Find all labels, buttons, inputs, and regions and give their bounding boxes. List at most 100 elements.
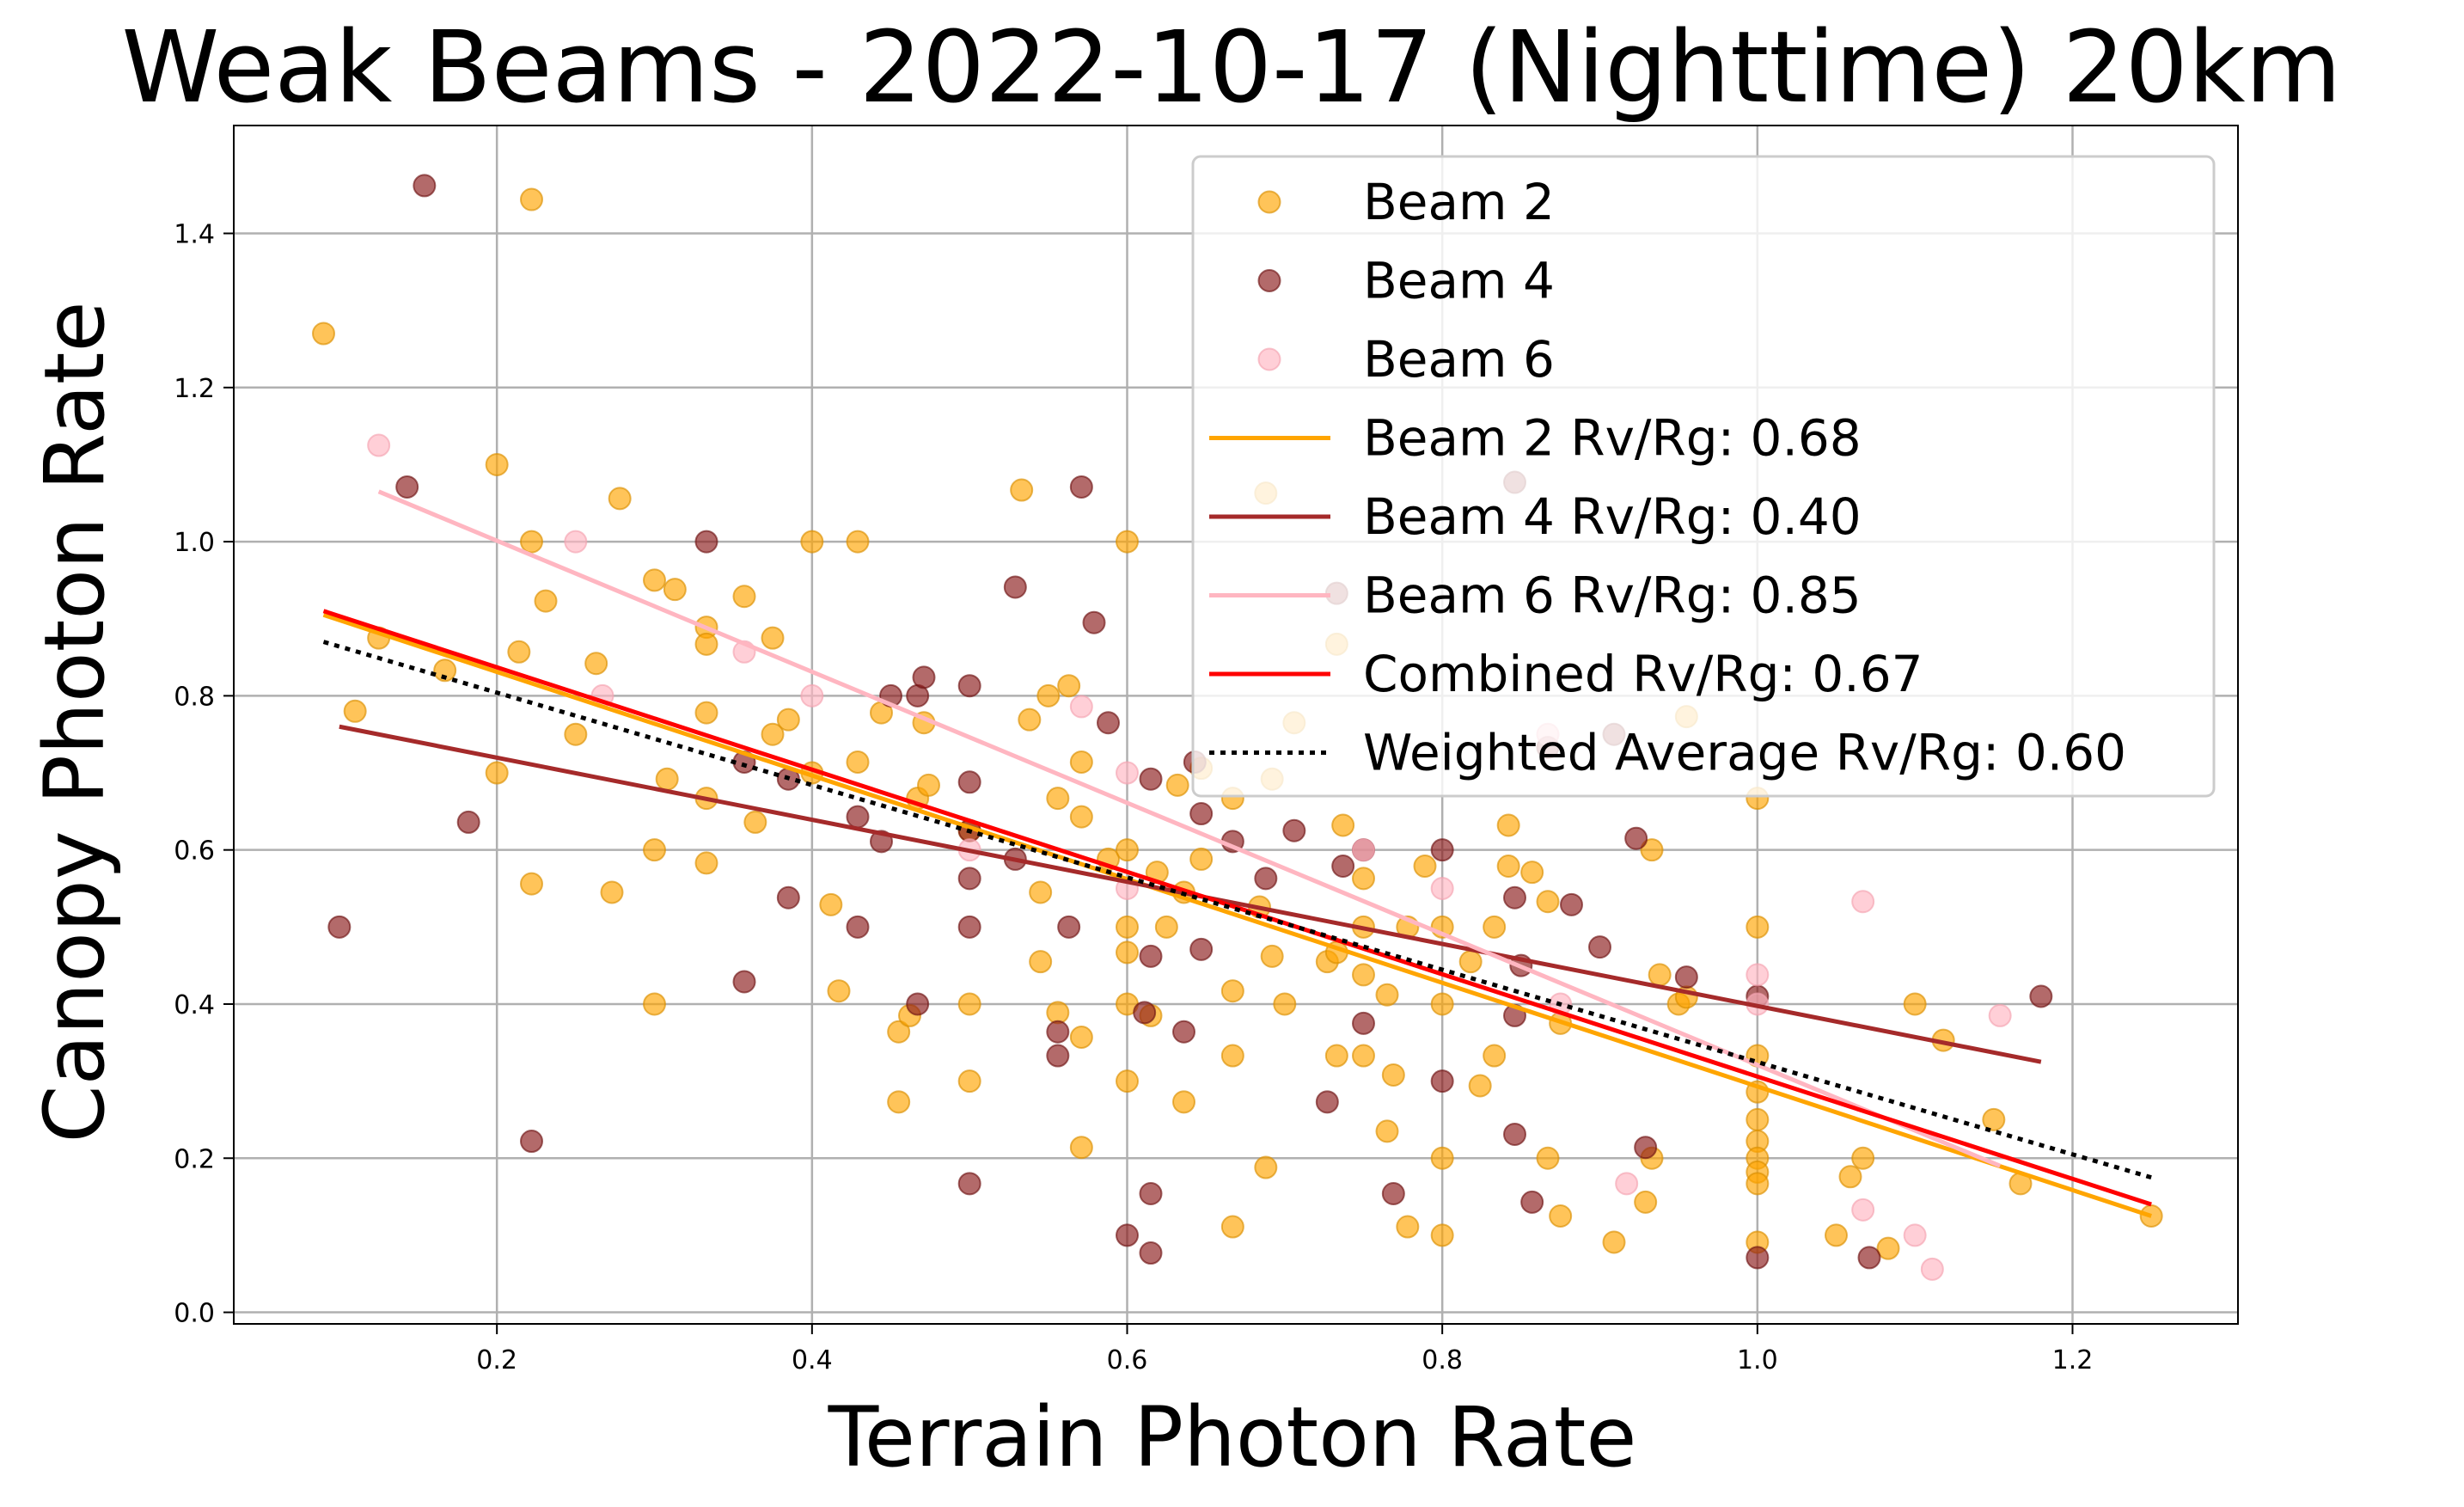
data-point — [1634, 1190, 1658, 1214]
legend-label: Beam 2 Rv/Rg: 0.68 — [1363, 409, 1862, 468]
data-point — [957, 1069, 981, 1093]
data-point — [1430, 876, 1454, 900]
data-point — [906, 992, 930, 1016]
data-point — [1458, 950, 1483, 974]
data-point — [1097, 711, 1120, 735]
x-tick-label: 1.2 — [2052, 1345, 2094, 1375]
series-2 — [327, 174, 2053, 1270]
data-point — [456, 810, 480, 834]
data-point — [1139, 767, 1163, 791]
data-point — [1674, 965, 1698, 989]
data-point — [1116, 940, 1139, 965]
legend-marker — [1257, 347, 1281, 371]
data-point — [327, 915, 352, 939]
data-point — [413, 174, 437, 198]
data-point — [1282, 818, 1306, 842]
series-1 — [312, 187, 2163, 1260]
data-point — [343, 699, 367, 723]
data-point — [520, 872, 543, 896]
chart-title: Weak Beams - 2022-10-17 (Nighttime) 20km — [122, 10, 2342, 126]
fit-line — [322, 640, 2152, 1180]
data-point — [1003, 575, 1027, 599]
data-point — [1496, 813, 1520, 837]
data-point — [520, 530, 543, 554]
data-point — [1352, 838, 1375, 862]
data-point — [485, 452, 509, 476]
data-point — [520, 187, 543, 211]
data-point — [1220, 979, 1244, 1003]
y-tick-label: 1.2 — [174, 374, 215, 404]
data-point — [1189, 847, 1214, 871]
data-point — [1560, 892, 1583, 916]
data-point — [1057, 915, 1081, 939]
y-tick-label: 0.8 — [174, 682, 215, 712]
data-point — [395, 475, 419, 499]
data-point — [1057, 674, 1081, 698]
data-point — [643, 568, 666, 592]
data-point — [846, 750, 870, 774]
data-point — [312, 322, 335, 346]
data-point — [776, 885, 800, 910]
data-point — [1010, 478, 1034, 502]
data-point — [1503, 885, 1526, 910]
data-point — [776, 708, 800, 732]
data-point — [1746, 1107, 1770, 1131]
axis-ticks: 0.2 0.4 0.6 0.8 1.0 1.2 0.0 0.2 0.4 0.6 0.8 1.0 1.2 1… — [174, 220, 2093, 1375]
data-point — [1165, 773, 1189, 797]
data-point — [1273, 992, 1297, 1016]
data-point — [1520, 1190, 1544, 1214]
data-point — [1588, 935, 1611, 959]
data-point — [1069, 475, 1093, 499]
y-tick-label: 0.0 — [174, 1299, 215, 1329]
data-point — [584, 652, 608, 676]
legend-marker — [1257, 269, 1281, 292]
data-point — [1220, 1215, 1244, 1239]
data-point — [564, 530, 588, 554]
data-point — [1615, 1172, 1639, 1196]
data-point — [1046, 1044, 1070, 1068]
x-tick-label: 0.8 — [1422, 1345, 1463, 1375]
data-point — [1413, 855, 1437, 879]
data-point — [1220, 1044, 1244, 1068]
data-point — [694, 632, 718, 656]
data-point — [1046, 1001, 1070, 1025]
legend-label: Beam 2 — [1363, 173, 1555, 231]
data-point — [1116, 761, 1139, 785]
data-point — [761, 626, 785, 650]
data-point — [1036, 683, 1061, 708]
data-point — [732, 585, 756, 609]
data-point — [1069, 1136, 1093, 1160]
data-point — [1634, 1136, 1658, 1160]
data-point — [1375, 983, 1399, 1007]
x-axis-label: Terrain Photon Rate — [828, 1389, 1637, 1486]
data-point — [957, 1172, 981, 1196]
x-tick-label: 0.6 — [1107, 1345, 1148, 1375]
plot-frame — [233, 125, 2239, 1325]
data-point — [1375, 1119, 1399, 1143]
data-point — [1903, 992, 1927, 1016]
plot-area — [312, 174, 2163, 1281]
data-point — [367, 433, 391, 457]
data-point — [1903, 1223, 1927, 1247]
data-point — [2029, 984, 2053, 1008]
data-point — [1624, 826, 1648, 850]
data-point — [1746, 1172, 1770, 1196]
data-point — [1082, 610, 1106, 634]
data-point — [564, 722, 588, 746]
data-point — [608, 487, 632, 511]
data-point — [1876, 1236, 1900, 1260]
data-point — [1116, 1069, 1139, 1093]
legend-label: Combined Rv/Rg: 0.67 — [1363, 645, 1923, 703]
data-point — [1825, 1223, 1848, 1247]
data-point — [1172, 1020, 1195, 1044]
data-point — [1116, 838, 1139, 862]
data-point — [1549, 1204, 1573, 1228]
data-point — [1069, 805, 1093, 829]
data-point — [957, 867, 981, 891]
data-point — [887, 1090, 911, 1114]
data-point — [732, 970, 756, 994]
data-point — [1430, 1223, 1454, 1247]
data-point — [1139, 1241, 1163, 1265]
data-point — [827, 979, 851, 1003]
